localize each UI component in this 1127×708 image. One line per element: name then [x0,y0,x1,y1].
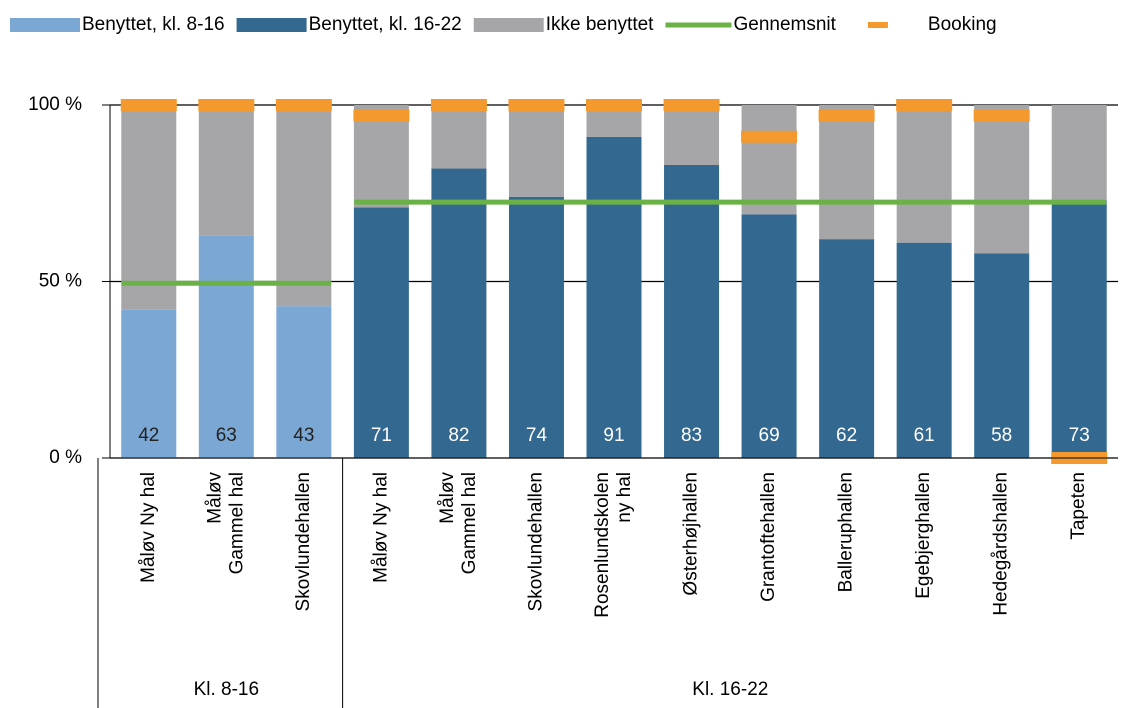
bar [121,105,177,310]
x-tick-label: Skovlundehallen [293,472,314,611]
value-label: 58 [991,425,1012,446]
x-tick-label: Skovlundehallen [525,472,546,611]
y-tick-label: 100 % [28,94,82,115]
bar [819,239,875,458]
bar [431,105,487,169]
booking-marker [198,99,255,111]
bar [1051,105,1107,201]
bar [198,105,254,236]
booking-marker [896,99,953,111]
bar [974,105,1030,254]
value-label: 73 [1069,425,1090,446]
value-label: 69 [759,425,780,446]
x-tick-label: Østerhøjhallen [681,472,702,596]
value-label: 82 [448,425,469,446]
booking-marker [508,99,565,111]
booking-marker [353,109,410,122]
x-tick-label: Hedegårdshallen [991,472,1012,616]
legend-label: Benyttet, kl. 8-16 [82,14,225,35]
y-tick-label: 0 % [49,447,82,468]
x-tick-label: ny hal [614,472,635,523]
bar [896,105,952,243]
bar [508,196,564,458]
bar [1051,200,1107,458]
bar [276,105,332,307]
x-tick-label: Rosenlundskolen [592,472,613,618]
value-label: 74 [526,425,548,446]
x-tick-label: Måløv Ny hal [138,472,159,583]
bar [664,105,720,166]
x-tick-label: Måløv [437,472,458,524]
legend-swatch [10,18,80,32]
group-label: Kl. 8-16 [194,679,259,700]
booking-marker [586,99,642,111]
legend-swatch [473,18,544,32]
booking-marker [818,109,875,122]
x-tick-label: Tapeten [1068,472,1089,540]
bar [276,306,332,458]
bar [353,105,409,208]
booking-marker [275,99,332,111]
legend-swatch [236,18,307,32]
bar [353,207,409,458]
bar [896,242,952,458]
legend-label: Ikke benyttet [546,14,654,35]
legend-label: Benyttet, kl. 16-22 [309,14,462,35]
x-tick-label: Balleruphallen [836,472,857,592]
bar [508,105,564,197]
bar [974,253,1030,458]
value-label: 62 [836,425,857,446]
x-tick-label: Gammel hal [226,472,247,574]
bar [198,235,254,458]
x-tick-label: Måløv [204,472,225,524]
bar [741,214,797,458]
x-tick-label: Måløv Ny hal [370,472,391,583]
value-label: 61 [914,425,935,446]
legend-label: Gennemsnit [733,14,836,35]
value-label: 42 [138,425,159,446]
bar [741,105,797,215]
booking-marker [663,99,720,111]
x-tick-label: Gammel hal [459,472,480,574]
bar [431,168,487,459]
value-label: 43 [293,425,314,446]
x-tick-label: Grantoftehallen [758,472,779,602]
value-label: 91 [603,425,624,446]
booking-marker [430,99,487,111]
value-label: 83 [681,425,702,446]
x-tick-label: Egebjerghallen [913,472,934,599]
bar [121,309,177,458]
bar [819,105,875,240]
y-tick-label: 50 % [39,271,82,292]
bar [664,165,720,458]
booking-marker [120,99,177,111]
value-label: 71 [371,425,392,446]
bar [586,136,642,458]
legend-label: Booking [928,14,997,35]
legend-swatch [867,22,888,28]
booking-marker [973,109,1030,122]
group-label: Kl. 16-22 [692,679,768,700]
booking-marker [741,130,798,143]
value-label: 63 [216,425,237,446]
